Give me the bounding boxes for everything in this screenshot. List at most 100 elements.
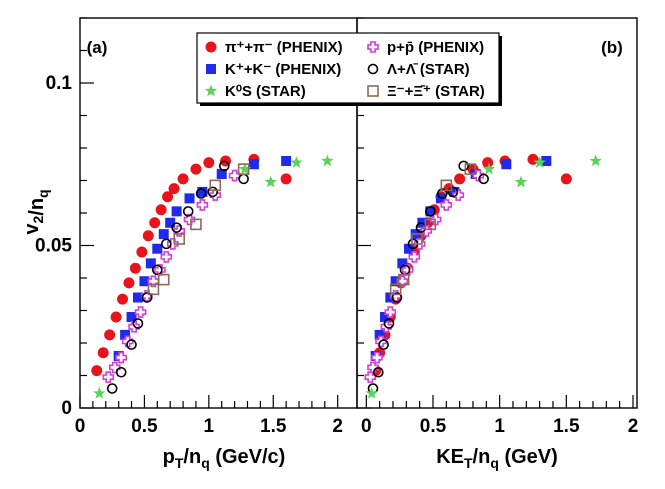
data-point-lambda — [425, 206, 436, 217]
data-point-pi — [280, 173, 292, 185]
data-point-ppbar — [160, 251, 173, 263]
x-tick-label: 1 — [204, 416, 215, 437]
panel-label-b: (b) — [601, 38, 623, 57]
data-point-k0s — [264, 175, 277, 188]
data-point-kaon — [404, 243, 414, 254]
data-point-lambda — [478, 173, 489, 185]
x-axis-title-b: KET/nq (GeV) — [436, 446, 558, 471]
data-point-pi — [123, 277, 135, 289]
data-point-xi — [397, 273, 410, 286]
data-point-k0s — [514, 175, 528, 188]
legend-label-kaon: K⁺+K⁻ (PHENIX) — [225, 61, 341, 78]
data-point-kaon — [120, 329, 131, 340]
data-point-lambda — [106, 383, 118, 394]
data-point-xi — [440, 179, 453, 192]
data-point-kaon — [152, 243, 163, 254]
panel-label-a: (a) — [87, 38, 108, 57]
data-point-k0s — [321, 154, 334, 167]
x-tick-label: 1.5 — [553, 416, 580, 437]
data-point-xi — [237, 163, 250, 175]
data-point-kaon — [425, 206, 436, 217]
data-point-ppbar — [228, 169, 241, 182]
data-point-lambda — [373, 366, 384, 378]
data-point-pi — [177, 173, 189, 185]
data-point-lambda — [171, 222, 182, 233]
data-point-k0s — [365, 386, 378, 399]
data-point-kaon — [158, 229, 169, 240]
data-point-xi — [209, 179, 222, 192]
x-tick-label: 0.5 — [131, 416, 158, 437]
data-point-kaon — [390, 276, 401, 287]
data-point-pi — [142, 230, 154, 242]
data-point-xi — [464, 163, 477, 175]
x-axis-title-a: pT/nq (GeV/c) — [163, 446, 286, 471]
legend-marker-k0s — [204, 84, 218, 97]
data-point-kaon — [197, 186, 208, 197]
data-point-lambda — [182, 206, 194, 217]
data-point-lambda — [218, 160, 230, 172]
legend-box — [196, 32, 500, 104]
data-point-lambda — [238, 173, 249, 185]
data-point-lambda — [195, 188, 207, 199]
data-point-ppbar — [367, 361, 379, 374]
data-point-pi — [117, 293, 129, 305]
legend-label-xi: Ξ⁻+Ξ̄⁺ (STAR) — [387, 83, 485, 100]
data-point-lambda — [141, 292, 153, 303]
data-point-ppbar — [109, 361, 121, 374]
data-point-k0s — [589, 154, 602, 167]
data-point-kaon — [248, 159, 259, 170]
data-point-lambda — [437, 188, 448, 199]
data-point-lambda — [152, 264, 163, 276]
data-point-kaon — [184, 193, 195, 204]
data-point-ppbar — [440, 199, 453, 211]
data-point-lambda — [207, 186, 219, 198]
data-point-kaon — [374, 329, 385, 340]
data-point-xi — [147, 283, 160, 296]
data-point-xi — [157, 273, 170, 286]
data-point-kaon — [139, 276, 150, 287]
data-point-kaon — [171, 206, 182, 217]
data-point-k0s — [533, 156, 546, 168]
data-point-kaon — [126, 312, 137, 322]
x-tick-label: 1 — [494, 416, 505, 437]
data-point-ppbar — [384, 306, 397, 318]
y-tick-label: 0.1 — [46, 73, 73, 94]
data-point-ppbar — [196, 199, 209, 211]
data-point-pi — [203, 157, 215, 169]
data-point-pi — [560, 173, 572, 185]
data-point-pi — [104, 329, 116, 341]
x-tick-label: 2 — [628, 416, 639, 437]
data-point-k0s — [238, 162, 252, 175]
data-point-xi — [411, 233, 423, 245]
data-point-lambda — [391, 292, 403, 303]
data-point-ppbar — [115, 351, 127, 364]
data-point-pi — [482, 157, 494, 169]
data-point-pi — [454, 173, 466, 185]
data-point-kaon — [501, 159, 512, 170]
data-point-ppbar — [364, 371, 377, 383]
data-point-ppbar — [134, 306, 147, 318]
data-point-ppbar — [102, 371, 115, 383]
data-point-pi — [149, 217, 161, 229]
x-tick-label: 0.5 — [420, 416, 447, 437]
x-tick-label: 0 — [75, 416, 86, 437]
legend-marker-xi — [367, 85, 379, 97]
data-point-k0s — [482, 162, 496, 175]
data-point-lambda — [115, 366, 127, 378]
data-point-ppbar — [371, 351, 383, 364]
data-point-k0s — [290, 156, 303, 168]
legend-label-k0s: K⁰S (STAR) — [225, 83, 306, 100]
data-point-kaon — [281, 156, 292, 166]
x-tick-label: 2 — [332, 416, 343, 437]
data-point-lambda — [383, 318, 395, 329]
data-point-lambda — [458, 160, 469, 172]
data-point-xi — [190, 218, 202, 231]
data-point-kaon — [216, 169, 227, 179]
data-point-kaon — [145, 258, 156, 269]
data-point-lambda — [378, 339, 389, 350]
data-point-pi — [110, 311, 122, 323]
data-point-pi — [162, 191, 174, 203]
data-point-xi — [424, 218, 437, 231]
data-point-kaon — [449, 186, 460, 197]
